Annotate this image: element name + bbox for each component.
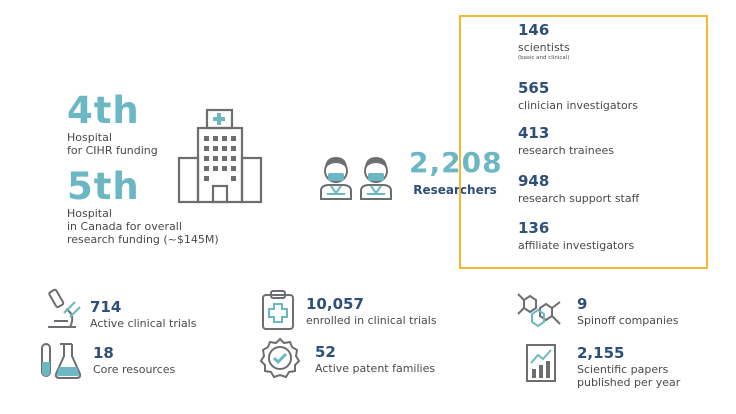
stat-number: 10,057	[306, 295, 364, 313]
microscope-icon	[42, 287, 82, 329]
breakdown-note: (basic and clinical)	[518, 55, 570, 61]
researchers-breakdown-box	[459, 15, 708, 269]
researchers-total: 2,208 Researchers	[409, 146, 503, 198]
bottom-stat-patents: 52 Active patent families	[315, 343, 436, 376]
breakdown-label: affiliate investigators	[518, 239, 635, 252]
breakdown-number: 136	[518, 219, 550, 237]
rank-label-line1: Hospital	[67, 131, 112, 144]
stat-label: Core resources	[93, 363, 176, 376]
stat-label-line2: published per year	[577, 376, 681, 389]
ranking-4th: 4th Hospital for CIHR funding	[67, 92, 158, 157]
hospital-icon	[176, 106, 266, 204]
bottom-stat-clinical-trials: 714 Active clinical trials	[90, 298, 197, 331]
breakdown-item-clinician: 565 clinician investigators	[518, 79, 638, 113]
stat-label-line1: Scientific papers	[577, 363, 669, 376]
rank-label-line3: research funding (~$145M)	[67, 233, 219, 246]
stat-number: 18	[93, 344, 114, 362]
stat-label: Active patent families	[315, 362, 436, 375]
breakdown-label: research support staff	[518, 192, 640, 205]
breakdown-item-affiliate: 136 affiliate investigators	[518, 219, 635, 253]
rank-number: 5th	[67, 165, 140, 208]
bar-chart-icon	[525, 343, 557, 383]
bottom-stat-spinoff: 9 Spinoff companies	[577, 295, 679, 328]
breakdown-label: research trainees	[518, 144, 614, 157]
rank-label-line1: Hospital	[67, 207, 112, 220]
stat-number: 9	[577, 295, 588, 313]
bottom-stat-core-resources: 18 Core resources	[93, 344, 176, 377]
researchers-icon	[317, 153, 397, 201]
rank-label-line2: in Canada for overall	[67, 220, 182, 233]
bottom-stat-papers: 2,155 Scientific papers published per ye…	[577, 344, 681, 390]
stat-number: 2,155	[577, 344, 625, 362]
rank-number: 4th	[67, 89, 140, 132]
breakdown-number: 413	[518, 124, 550, 142]
breakdown-number: 948	[518, 172, 550, 190]
molecule-icon	[516, 290, 562, 330]
researchers-number: 2,208	[409, 146, 503, 179]
badge-check-icon	[259, 337, 301, 379]
stat-label: enrolled in clinical trials	[306, 314, 437, 327]
stat-label: Active clinical trials	[90, 317, 197, 330]
breakdown-number: 146	[518, 21, 550, 39]
rank-label-line2: for CIHR funding	[67, 144, 158, 157]
stat-number: 714	[90, 298, 122, 316]
ranking-5th: 5th Hospital in Canada for overall resea…	[67, 168, 219, 246]
breakdown-item-trainees: 413 research trainees	[518, 124, 614, 158]
bottom-stat-enrolled: 10,057 enrolled in clinical trials	[306, 295, 437, 328]
breakdown-number: 565	[518, 79, 550, 97]
stat-label: Spinoff companies	[577, 314, 679, 327]
researchers-label: Researchers	[413, 183, 497, 197]
clipboard-cross-icon	[260, 289, 296, 331]
stat-number: 52	[315, 343, 336, 361]
breakdown-item-support: 948 research support staff	[518, 172, 640, 206]
breakdown-label: clinician investigators	[518, 99, 638, 112]
flask-icon	[38, 340, 84, 380]
breakdown-item-scientists: 146 scientists (basic and clinical)	[518, 23, 570, 62]
breakdown-label: scientists	[518, 41, 570, 54]
